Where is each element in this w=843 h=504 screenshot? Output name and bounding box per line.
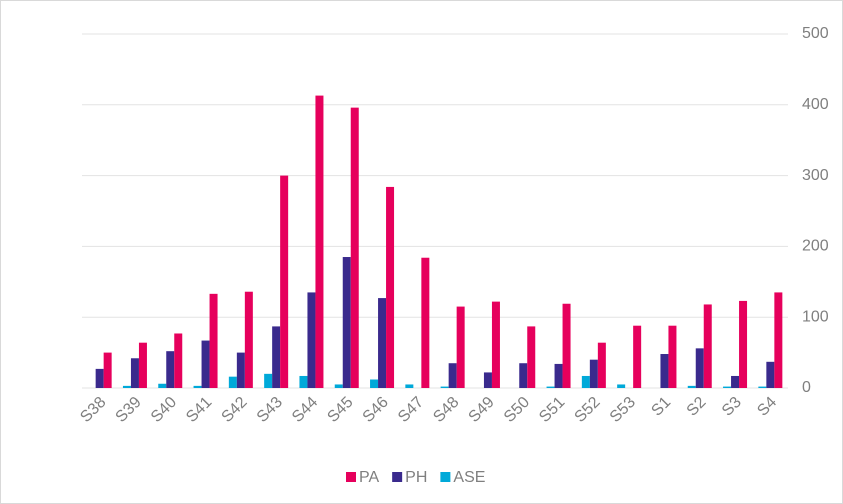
bar [695,348,704,388]
y-tick-label: 300 [802,167,829,184]
bar [723,386,732,388]
legend-label: PA [359,469,379,486]
bar [519,363,528,388]
bar [562,303,571,388]
y-tick-label: 500 [802,25,829,42]
legend-label: ASE [453,469,485,486]
legend-swatch [440,472,451,482]
bar [334,384,343,388]
bar [209,293,218,388]
bar [174,333,183,388]
bar [130,358,139,388]
bar [421,257,430,388]
y-tick-label: 400 [802,96,829,113]
bar [244,291,253,388]
bar [483,372,492,388]
y-tick-label: 100 [802,308,829,325]
bar [589,359,598,388]
bar [758,386,767,388]
bar [703,304,712,388]
bar [158,383,167,388]
bar [597,342,606,388]
bar [491,301,500,388]
bar [166,351,175,388]
bar [405,384,414,388]
y-tick-label: 0 [802,379,811,396]
bar [95,368,104,388]
bar [264,373,273,388]
bar [386,186,395,388]
legend-swatch [392,472,403,482]
bar [138,342,147,388]
bar [440,386,449,388]
bar [633,325,642,388]
bar [193,385,202,388]
bar [350,107,359,388]
bar [370,379,379,388]
bar [660,354,669,388]
bar [342,257,351,388]
bar [272,326,281,388]
bar [448,363,457,388]
bar [687,385,696,388]
bar [766,361,775,388]
bar [299,375,308,388]
bar [378,298,387,388]
bar [307,292,316,388]
bar [315,95,324,388]
bar [280,175,289,388]
bar [581,375,590,388]
bar [617,384,626,388]
bar [739,300,748,388]
bar [774,292,783,388]
bar [554,363,563,388]
bar [201,340,210,388]
bar [456,306,465,388]
legend-label: PH [405,469,427,486]
bar [527,326,536,388]
bar [668,325,677,388]
bar [122,385,131,388]
bar [731,375,740,388]
bar [546,386,555,388]
legend-swatch [346,472,356,482]
y-tick-label: 200 [802,238,829,255]
bar [228,376,237,388]
bar [236,352,245,388]
bar [103,352,112,388]
